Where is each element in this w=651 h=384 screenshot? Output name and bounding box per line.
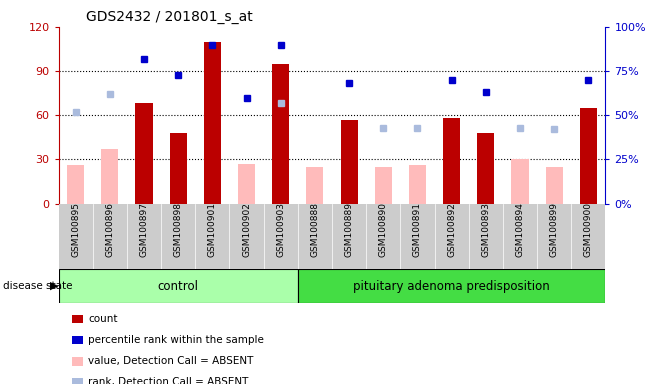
Bar — [546, 167, 562, 204]
Bar — [59, 269, 298, 303]
Bar — [512, 159, 529, 204]
Bar — [307, 167, 324, 204]
Text: GDS2432 / 201801_s_at: GDS2432 / 201801_s_at — [86, 10, 253, 25]
Bar — [409, 165, 426, 204]
Bar — [298, 269, 605, 303]
Bar — [135, 103, 152, 204]
Bar — [272, 64, 289, 204]
Text: pituitary adenoma predisposition: pituitary adenoma predisposition — [353, 280, 550, 293]
Text: control: control — [158, 280, 199, 293]
Bar — [580, 108, 597, 204]
Bar — [170, 133, 187, 204]
Bar — [102, 149, 118, 204]
Text: count: count — [88, 314, 117, 324]
Text: ▶: ▶ — [50, 281, 59, 291]
Bar — [443, 118, 460, 204]
Text: value, Detection Call = ABSENT: value, Detection Call = ABSENT — [88, 356, 253, 366]
Bar — [477, 133, 494, 204]
Text: rank, Detection Call = ABSENT: rank, Detection Call = ABSENT — [88, 377, 248, 384]
Bar — [67, 165, 84, 204]
Bar — [238, 164, 255, 204]
Bar — [204, 41, 221, 204]
Text: percentile rank within the sample: percentile rank within the sample — [88, 335, 264, 345]
Bar — [340, 120, 357, 204]
Text: disease state: disease state — [3, 281, 73, 291]
Bar — [375, 167, 392, 204]
